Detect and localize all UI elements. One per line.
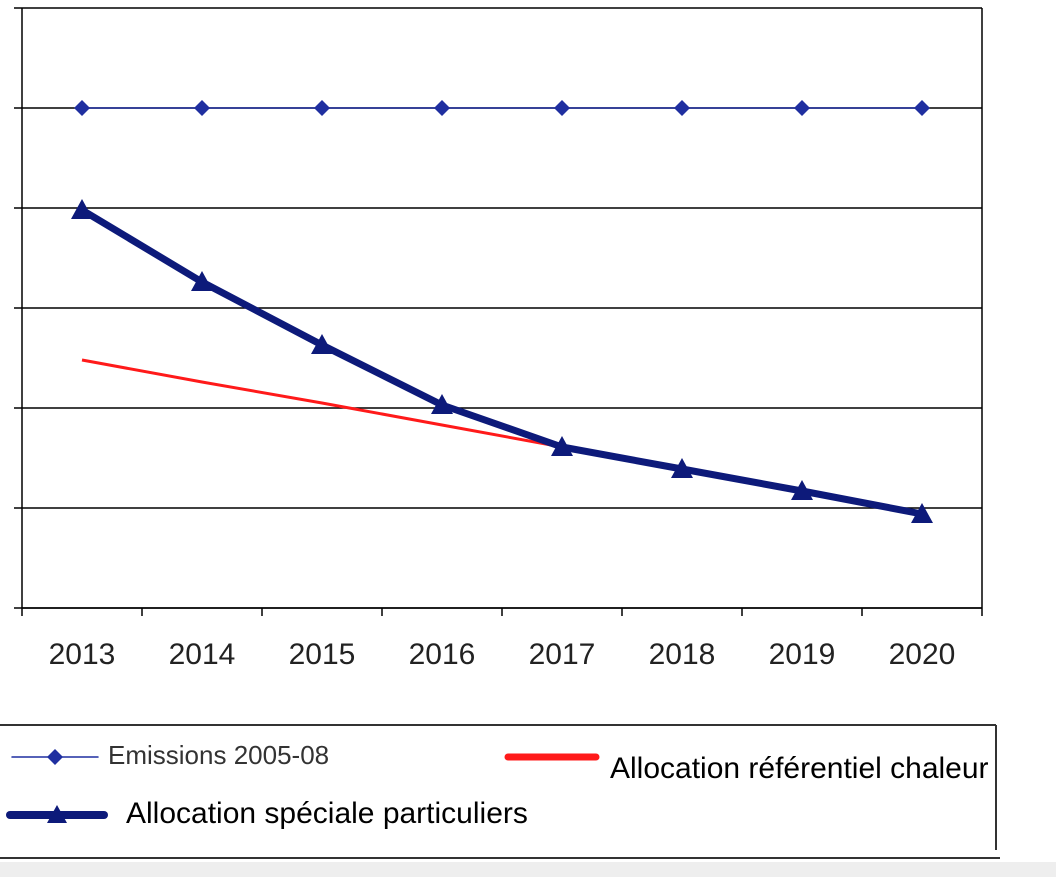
marker <box>311 334 333 354</box>
marker <box>674 100 690 116</box>
x-tick-label: 2014 <box>169 638 236 671</box>
marker <box>551 436 573 456</box>
marker <box>794 100 810 116</box>
marker <box>671 458 693 478</box>
marker <box>431 394 453 414</box>
marker <box>554 100 570 116</box>
marker <box>74 100 90 116</box>
x-tick-label: 2018 <box>649 638 716 671</box>
legend: Emissions 2005-08 Allocation référentiel … <box>6 740 989 830</box>
legend-marker <box>47 805 67 823</box>
legend-marker <box>47 749 63 765</box>
x-tick-label: 2013 <box>49 638 116 671</box>
series-line <box>80 206 923 518</box>
legend-label: Emissions 2005-08 <box>108 740 329 770</box>
marker <box>191 271 213 291</box>
marker <box>914 100 930 116</box>
x-tick-label: 2016 <box>409 638 476 671</box>
footer-band <box>0 862 1056 877</box>
legend-label: Allocation spéciale particuliers <box>126 797 528 830</box>
marker <box>911 503 933 523</box>
marker <box>194 100 210 116</box>
marker <box>791 480 813 500</box>
x-tick-label: 2019 <box>769 638 836 671</box>
marker <box>434 100 450 116</box>
x-tick-label: 2017 <box>529 638 596 671</box>
legend-label: Allocation référentiel chaleur <box>610 752 989 785</box>
x-tick-label: 2015 <box>289 638 356 671</box>
marker <box>71 199 93 219</box>
x-tick-label: 2020 <box>889 638 956 671</box>
marker <box>314 100 330 116</box>
